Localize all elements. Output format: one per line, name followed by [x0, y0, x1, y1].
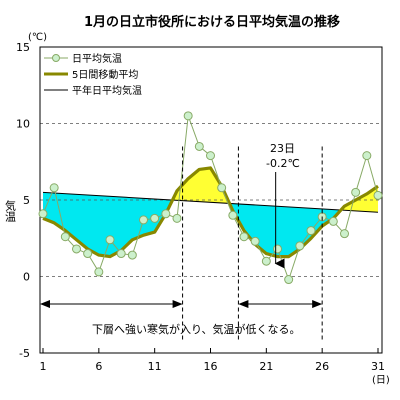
daily-point-16 [206, 151, 215, 161]
x-tick-label-11: 11 [148, 360, 162, 373]
legend: 日平均気温 5日間移動平均 平年日平均気温 [41, 48, 151, 100]
x-tick-label-26: 26 [315, 360, 329, 373]
daily-point-18 [228, 210, 238, 220]
daily-point-7 [105, 235, 115, 245]
callout-day: 23日 [270, 142, 295, 155]
below-normal-fill-0 [43, 192, 173, 257]
x-tick-label-31: 31 [371, 360, 385, 373]
daily-point-4 [72, 244, 81, 254]
caption: 下層へ強い寒気が入り、気温が低くなる。 [92, 322, 301, 336]
daily-point-11 [150, 213, 160, 223]
below-normal-fill-2 [229, 203, 341, 257]
daily-point-23 [284, 275, 294, 285]
callout: 23日 -0.2℃ [266, 142, 300, 269]
daily-point-19 [239, 232, 249, 242]
daily-point-12 [161, 209, 171, 219]
y-unit: (℃) [28, 32, 47, 43]
daily-point-6 [94, 267, 104, 277]
legend-label-normal: 平年日平均気温 [72, 84, 142, 97]
daily-point-17 [217, 183, 227, 193]
daily-point-15 [194, 141, 204, 151]
daily-point-14 [183, 111, 193, 121]
x-tick-label-16: 16 [204, 360, 218, 373]
x-tick-label-6: 6 [95, 360, 102, 373]
daily-point-22 [273, 244, 282, 254]
y-tick-label-0: 0 [23, 271, 30, 284]
legend-marker-daily [52, 54, 60, 62]
daily-point-20 [250, 236, 260, 246]
daily-point-29 [351, 187, 361, 197]
daily-point-13 [172, 213, 182, 223]
x-tick-label-1: 1 [40, 360, 47, 373]
x-tick-label-21: 21 [259, 360, 273, 373]
daily-point-24 [295, 241, 305, 251]
y-axis-label: 気温 [4, 199, 17, 222]
cold-period-arrows [40, 146, 323, 341]
chart-title: 1月の日立市役所における日平均気温の推移 [84, 14, 340, 30]
deviation-fills [43, 167, 378, 257]
y-tick-label-10: 10 [16, 118, 30, 131]
grid-lines [40, 123, 382, 277]
daily-point-3 [60, 232, 70, 242]
daily-point-27 [328, 216, 338, 226]
daily-point-9 [127, 250, 137, 260]
y-tick-label-15: 15 [16, 41, 30, 54]
daily-point-28 [340, 229, 349, 239]
legend-label-moving: 5日間移動平均 [72, 68, 138, 81]
daily-point-10 [139, 215, 148, 225]
daily-point-1 [38, 209, 48, 219]
daily-point-31 [373, 190, 383, 200]
y-tick-label--5: -5 [19, 347, 30, 360]
x-unit: (日) [372, 375, 390, 386]
daily-point-25 [306, 226, 316, 236]
daily-point-5 [83, 249, 93, 259]
daily-point-21 [261, 256, 271, 266]
daily-point-8 [116, 249, 126, 259]
daily-point-2 [49, 183, 59, 193]
callout-value: -0.2℃ [266, 157, 300, 170]
daily-point-30 [362, 151, 372, 161]
y-tick-label-5: 5 [23, 194, 30, 207]
normal-temperature-line [42, 191, 379, 213]
legend-label-daily: 日平均気温 [72, 52, 122, 65]
